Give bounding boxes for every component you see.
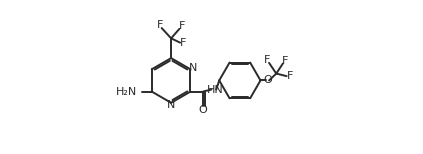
Text: F: F (286, 71, 293, 81)
Text: O: O (198, 105, 207, 115)
Text: F: F (179, 21, 185, 31)
Text: F: F (157, 20, 163, 30)
Text: F: F (179, 38, 186, 49)
Text: N: N (166, 100, 175, 110)
Text: H₂N: H₂N (116, 87, 137, 97)
Text: F: F (264, 55, 270, 65)
Text: O: O (264, 75, 272, 85)
Text: N: N (189, 63, 197, 73)
Text: F: F (282, 55, 288, 65)
Text: HN: HN (206, 85, 223, 95)
